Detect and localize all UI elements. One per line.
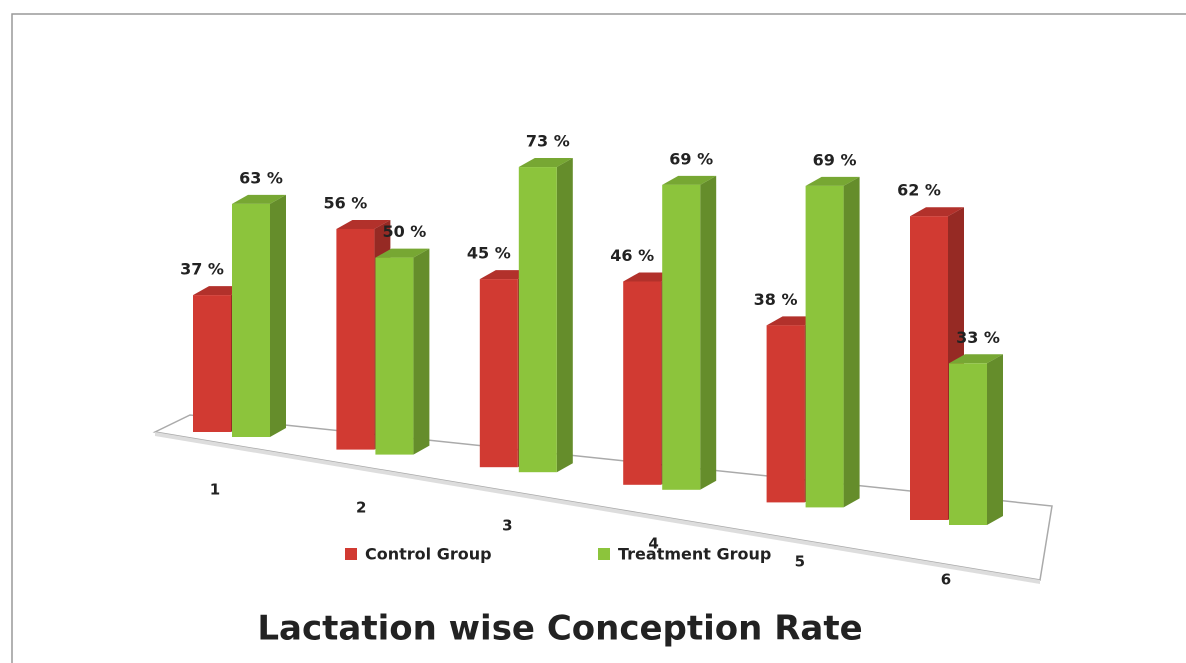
bar-side — [987, 354, 1003, 525]
bar — [336, 228, 375, 450]
bar-top — [232, 194, 286, 204]
value-label: 62 % — [897, 181, 941, 200]
value-label: 33 % — [956, 328, 1000, 347]
bar-top — [910, 207, 964, 217]
legend-swatch — [345, 548, 357, 560]
chart-title: Lactation wise Conception Rate — [257, 609, 862, 649]
bar-side — [700, 175, 717, 490]
bar — [766, 325, 805, 503]
bar — [518, 167, 557, 473]
value-label: 56 % — [323, 193, 367, 212]
value-label: 63 % — [239, 168, 283, 187]
value-label: 37 % — [180, 260, 224, 279]
bar — [479, 279, 518, 468]
legend-label: Control Group — [365, 545, 492, 564]
floor-edge — [155, 432, 1040, 584]
bar — [232, 203, 270, 437]
bar — [662, 184, 701, 490]
x-tick-label: 6 — [941, 571, 951, 589]
bar — [375, 257, 414, 455]
value-label: 73 % — [526, 132, 570, 151]
bar — [805, 185, 844, 508]
legend-label: Treatment Group — [618, 545, 771, 564]
bar-side — [413, 248, 430, 455]
bar-side — [270, 194, 286, 437]
bar-side — [843, 176, 860, 508]
x-tick-label: 1 — [210, 481, 220, 499]
x-tick-label: 2 — [356, 499, 366, 517]
x-tick-label: 3 — [502, 517, 512, 535]
x-tick-label: 5 — [795, 553, 805, 571]
bar-top — [662, 175, 717, 185]
bar — [623, 281, 662, 485]
bar-top — [336, 219, 391, 229]
value-label: 45 % — [467, 244, 511, 263]
bar-top — [949, 354, 1003, 364]
bar-side — [556, 158, 573, 473]
value-label: 38 % — [754, 290, 798, 309]
value-label: 50 % — [382, 222, 426, 241]
bar-top — [518, 158, 573, 168]
value-label: 69 % — [813, 150, 857, 169]
bar — [193, 295, 231, 432]
legend-swatch — [598, 548, 610, 560]
bar — [949, 363, 987, 525]
value-label: 69 % — [669, 149, 713, 168]
bar-top — [805, 176, 860, 186]
bar — [910, 216, 948, 520]
x-tick-label: 4 — [648, 535, 658, 553]
value-label: 46 % — [610, 246, 654, 265]
bar-top — [375, 248, 430, 258]
